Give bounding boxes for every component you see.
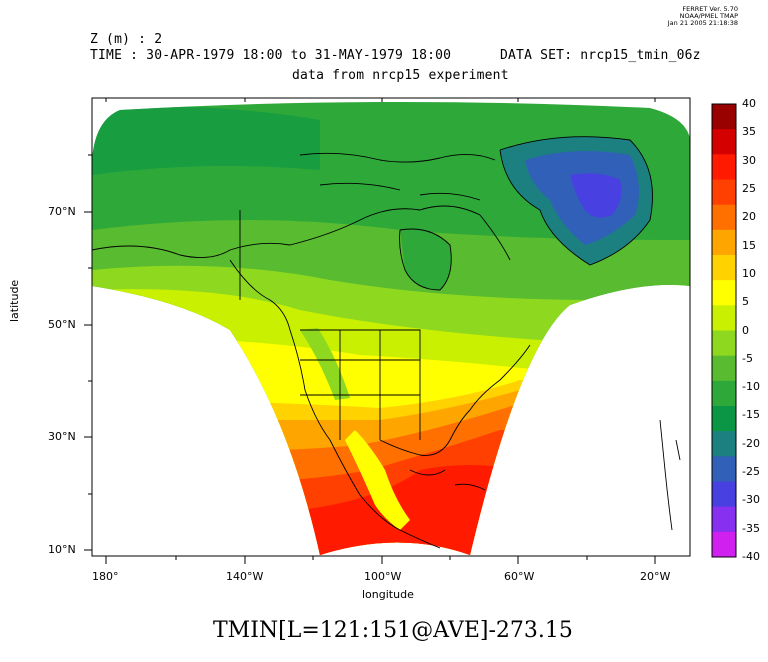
colorbar-swatch [712, 380, 736, 407]
dataset-label: DATA SET: nrcp15_tmin_06z [500, 48, 701, 63]
stamp-line-1: FERRET Ver. 5.70 [682, 5, 738, 13]
stamp-line-2: NOAA/PMEL TMAP [679, 12, 738, 20]
x-tick-20w: 20°W [640, 570, 671, 583]
colorbar-swatch [712, 204, 736, 231]
colorbar-label: -5 [742, 351, 753, 365]
colorbar-swatch [712, 506, 736, 533]
colorbar-label: 5 [742, 295, 749, 309]
colorbar-swatch [712, 305, 736, 331]
axis-ticks [84, 98, 656, 564]
colorbar-swatch [712, 104, 736, 130]
colorbar-label: 15 [742, 238, 756, 252]
y-tick-10n: 10°N [48, 543, 76, 556]
colorbar-swatch [712, 129, 736, 155]
plot-frame [91, 97, 691, 557]
colorbar-swatch [712, 154, 736, 180]
colorbar-swatch [712, 330, 736, 357]
colorbar-label: -15 [742, 408, 760, 422]
temperature-field [92, 101, 690, 555]
ferret-stamp: FERRET Ver. 5.70 NOAA/PMEL TMAP Jan 21 2… [668, 6, 738, 27]
colorbar-swatch [712, 481, 736, 508]
colorbar-label: -30 [742, 493, 760, 507]
colorbar-swatch [712, 431, 736, 457]
colorbar-swatch [712, 531, 736, 558]
colorbar [711, 103, 737, 558]
colorbar-label: -40 [742, 550, 760, 563]
x-tick-180: 180° [92, 570, 119, 583]
colorbar-swatch [712, 456, 736, 482]
x-tick-100w: 100°W [364, 570, 402, 583]
colorbar-label: 40 [742, 97, 756, 110]
x-tick-140w: 140°W [226, 570, 264, 583]
colorbar-label: -25 [742, 465, 760, 479]
colorbar-swatch [712, 280, 736, 306]
plot-subtitle: data from nrcp15 experiment [292, 68, 509, 83]
x-tick-60w: 60°W [504, 570, 535, 583]
colorbar-label: 35 [742, 125, 756, 139]
y-axis-label: latitude [8, 279, 21, 322]
time-label: TIME : 30-APR-1979 18:00 to 31-MAY-1979 … [90, 48, 452, 63]
colorbar-swatch [712, 406, 736, 432]
colorbar-label: -20 [742, 436, 760, 450]
stamp-line-3: Jan 21 2005 21:18:38 [667, 19, 738, 27]
variable-label: TMIN[L=121:151@AVE]-273.15 [213, 618, 573, 643]
y-tick-50n: 50°N [48, 318, 76, 331]
colorbar-swatch [712, 255, 736, 281]
colorbar-label: -10 [742, 380, 760, 394]
z-label: Z (m) : 2 [90, 32, 163, 47]
colorbar-swatch [712, 229, 736, 256]
colorbar-label: 20 [742, 210, 756, 224]
colorbar-label: -35 [742, 521, 760, 535]
colorbar-swatch [712, 179, 736, 206]
colorbar-label: 25 [742, 181, 756, 195]
colorbar-label: 0 [742, 323, 749, 337]
x-axis-label: longitude [362, 588, 414, 601]
colorbar-frame [711, 103, 737, 558]
colorbar-label: 30 [742, 153, 756, 167]
colorbar-label: 10 [742, 266, 756, 280]
colorbar-swatch [712, 355, 736, 382]
coastlines [92, 136, 681, 549]
y-tick-30n: 30°N [48, 430, 76, 443]
y-tick-70n: 70°N [48, 205, 76, 218]
